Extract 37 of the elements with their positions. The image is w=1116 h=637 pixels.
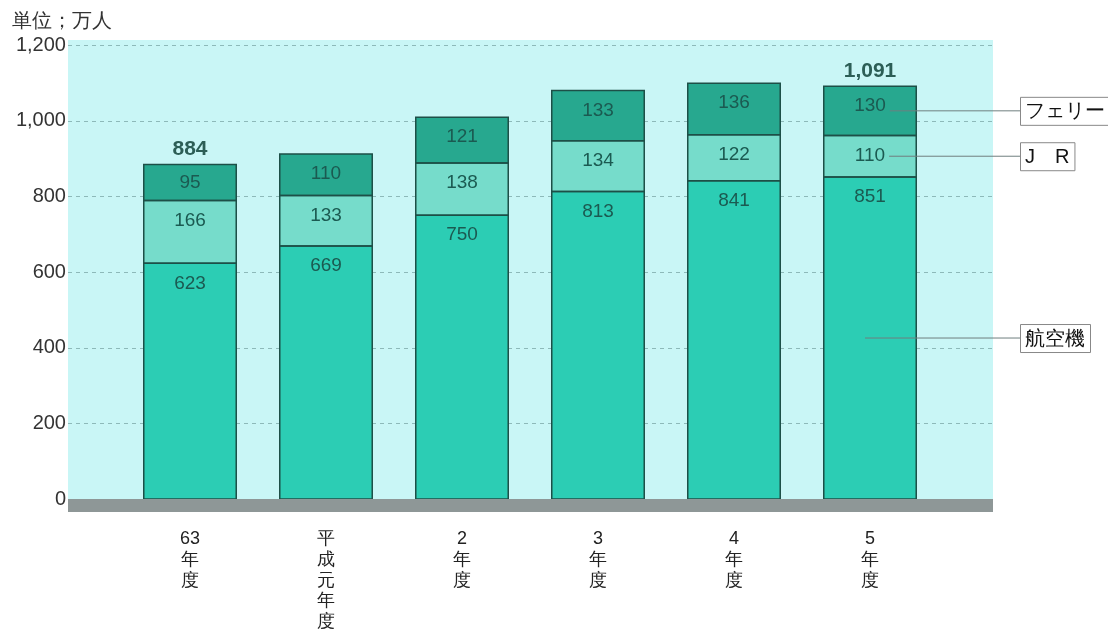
data-label: 110 bbox=[854, 143, 886, 165]
data-label: 166 bbox=[174, 208, 206, 230]
y-tick-label: 0 bbox=[54, 486, 66, 509]
y-tick-label: 400 bbox=[32, 335, 66, 358]
x-tick-label: 4年度 bbox=[725, 528, 743, 590]
data-label: 851 bbox=[854, 185, 886, 207]
data-label: 133 bbox=[310, 203, 342, 225]
y-tick-label: 1,000 bbox=[15, 108, 66, 131]
x-tick-label: 平成元年度 bbox=[317, 528, 335, 632]
y-axis-title: 単位；万人 bbox=[12, 8, 112, 31]
y-tick-label: 600 bbox=[32, 259, 66, 282]
x-tick-label: 3年度 bbox=[589, 528, 607, 590]
data-label: 813 bbox=[582, 199, 614, 221]
data-label: 750 bbox=[446, 223, 478, 245]
data-label: 669 bbox=[310, 254, 342, 276]
y-tick-label: 200 bbox=[32, 410, 66, 433]
x-tick-label: 2年度 bbox=[453, 528, 471, 590]
total-label: 884 bbox=[172, 135, 208, 159]
data-label: 623 bbox=[174, 271, 206, 293]
data-label: 841 bbox=[718, 189, 750, 211]
x-tick-label: 63年度 bbox=[179, 528, 201, 590]
data-label: 134 bbox=[582, 148, 615, 170]
data-label: 95 bbox=[179, 170, 201, 192]
data-label: 110 bbox=[310, 162, 342, 184]
data-label: 121 bbox=[446, 125, 478, 147]
data-label: 136 bbox=[718, 91, 750, 113]
text: フェリー bbox=[1025, 99, 1105, 122]
x-tick-label: 5年度 bbox=[861, 528, 879, 590]
text: J R bbox=[1025, 144, 1070, 167]
text: 航空機 bbox=[1025, 326, 1085, 349]
data-label: 122 bbox=[718, 142, 750, 164]
y-tick-label: 1,200 bbox=[15, 32, 66, 55]
data-label: 130 bbox=[854, 94, 886, 116]
data-label: 138 bbox=[446, 171, 478, 193]
y-tick-label: 800 bbox=[32, 183, 66, 206]
data-label: 133 bbox=[582, 98, 614, 120]
total-label: 1,091 bbox=[843, 57, 897, 81]
